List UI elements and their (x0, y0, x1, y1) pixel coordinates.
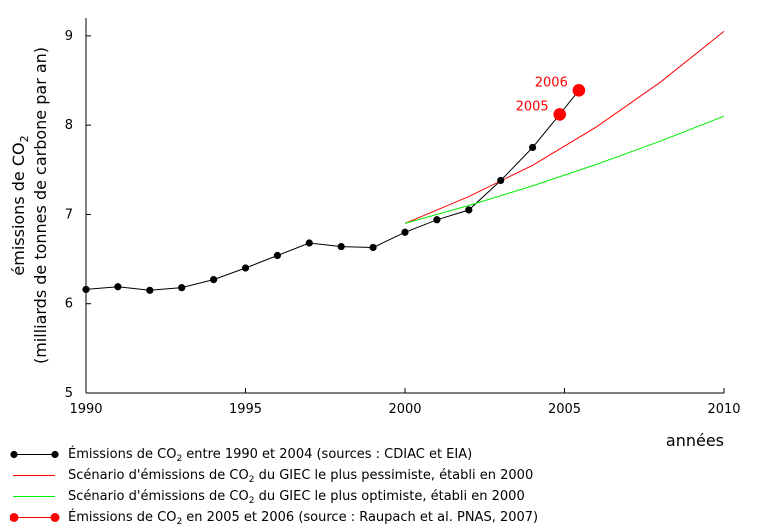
data-point-historical (114, 283, 122, 291)
data-point-historical (210, 276, 218, 284)
data-label-recent: 2006 (535, 75, 568, 90)
legend-dot (51, 450, 59, 459)
data-point-historical (82, 285, 90, 294)
data-point-historical (401, 228, 409, 236)
x-tick-label: 2000 (388, 402, 421, 417)
data-point-historical (465, 206, 473, 214)
y-tick-label: 6 (65, 297, 73, 312)
series-line-historical (85, 147, 533, 291)
x-axis-label: années (666, 431, 724, 450)
legend-item-recent: Émissions de CO2 en 2005 et 2006 (source… (10, 507, 750, 528)
legend-marker-pessimistic (13, 475, 55, 476)
legend-label-historical: Émissions de CO2 entre 1990 et 2004 (sou… (68, 447, 473, 464)
legend-label-recent: Émissions de CO2 en 2005 et 2006 (source… (68, 510, 539, 527)
data-point-historical (497, 176, 505, 185)
series-line-optimistic (404, 115, 725, 224)
data-point-historical (241, 264, 250, 272)
legend-marker-recent (10, 513, 60, 522)
legend-dot (10, 513, 19, 522)
labels-layer: années émissions de CO2 (milliards de tonn… (9, 47, 724, 450)
series-line-pessimistic (404, 31, 725, 224)
data-point-recent (553, 108, 567, 121)
legend-item-historical: Émissions de CO2 entre 1990 et 2004 (sou… (10, 444, 750, 465)
legend-marker-historical (10, 450, 59, 459)
legend-dot (50, 513, 60, 522)
x-tick-label: 1995 (229, 402, 262, 417)
axes: 5 6 7 8 9 1990 1995 2000 2005 2010 (65, 18, 741, 417)
data-point-recent (572, 84, 586, 97)
y-axis-label: émissions de CO2 (9, 135, 31, 275)
y-tick-label: 8 (65, 118, 73, 133)
x-tick-label: 1990 (69, 402, 102, 417)
legend-label-optimistic: Scénario d'émissions de CO2 du GIEC le p… (68, 489, 525, 506)
data-point-historical (178, 284, 186, 292)
data-label-recent: 2005 (516, 99, 549, 114)
y-tick-label: 5 (65, 386, 73, 401)
data-point-historical (433, 216, 441, 224)
y-tick-label: 9 (65, 29, 73, 44)
legend-item-optimistic: Scénario d'émissions de CO2 du GIEC le p… (10, 486, 750, 507)
series-layer (82, 31, 725, 294)
legend: Émissions de CO2 entre 1990 et 2004 (sou… (10, 444, 750, 528)
data-point-historical (369, 243, 377, 252)
legend-item-pessimistic: Scénario d'émissions de CO2 du GIEC le p… (10, 465, 750, 486)
data-point-historical (273, 251, 281, 260)
data-point-historical (529, 143, 537, 152)
data-point-historical (305, 239, 313, 247)
data-point-historical (146, 286, 154, 294)
x-tick-label: 2010 (707, 402, 740, 417)
legend-dot (10, 450, 18, 459)
y-tick-label: 7 (65, 207, 73, 222)
data-point-historical (337, 242, 345, 251)
legend-marker-optimistic (13, 496, 55, 497)
legend-label-pessimistic: Scénario d'émissions de CO2 du GIEC le p… (68, 468, 534, 485)
y-axis-label-units: (milliards de tonnes de carbone par an) (31, 47, 50, 364)
x-tick-label: 2005 (548, 402, 581, 417)
